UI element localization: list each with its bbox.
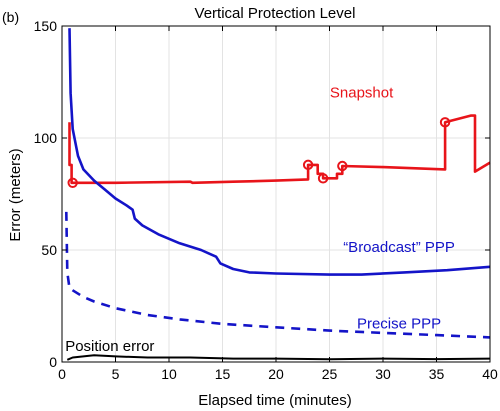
y-tick-label: 100 [34, 130, 58, 146]
broadcast-label: “Broadcast” PPP [343, 239, 455, 256]
x-tick-label: 25 [322, 366, 338, 382]
x-tick-label: 35 [429, 366, 445, 382]
x-tick-label: 15 [215, 366, 231, 382]
panel-label: (b) [2, 9, 19, 25]
x-tick-label: 10 [161, 366, 177, 382]
y-tick-label: 50 [41, 242, 57, 258]
y-axis-label: Error (meters) [7, 148, 24, 241]
precise-label: Precise PPP [357, 315, 441, 332]
data-series [65, 28, 491, 361]
tick-labels: 0 5 10 15 20 25 30 35 40 0 50 100 150 [34, 18, 498, 382]
grid-lines [61, 25, 491, 363]
snapshot-marker [337, 160, 348, 172]
error-label: Position error [65, 338, 154, 355]
chart-title: Vertical Protection Level [195, 5, 356, 22]
x-tick-label: 30 [375, 366, 391, 382]
snapshot-marker [317, 173, 329, 184]
x-tick-label: 40 [482, 366, 498, 382]
y-tick-label: 150 [34, 18, 58, 34]
snapshot-marker [302, 159, 314, 171]
x-tick-label: 20 [268, 366, 284, 382]
error-series-line [66, 354, 491, 361]
snapshot-marker [67, 177, 78, 189]
broadcast-series-line [68, 28, 491, 276]
series-labels: Snapshot “Broadcast” PPP Precise PPP Positi… [65, 85, 455, 355]
x-axis-label: Elapsed time (minutes) [198, 392, 351, 409]
y-tick-label: 0 [49, 354, 57, 370]
snapshot-label: Snapshot [330, 85, 394, 102]
snapshot-series-line [68, 114, 491, 185]
snapshot-marker [439, 117, 451, 128]
x-tick-label: 0 [58, 366, 66, 382]
x-tick-label: 5 [112, 366, 120, 382]
snapshot-markers [67, 117, 451, 189]
axis-ticks [61, 25, 491, 363]
